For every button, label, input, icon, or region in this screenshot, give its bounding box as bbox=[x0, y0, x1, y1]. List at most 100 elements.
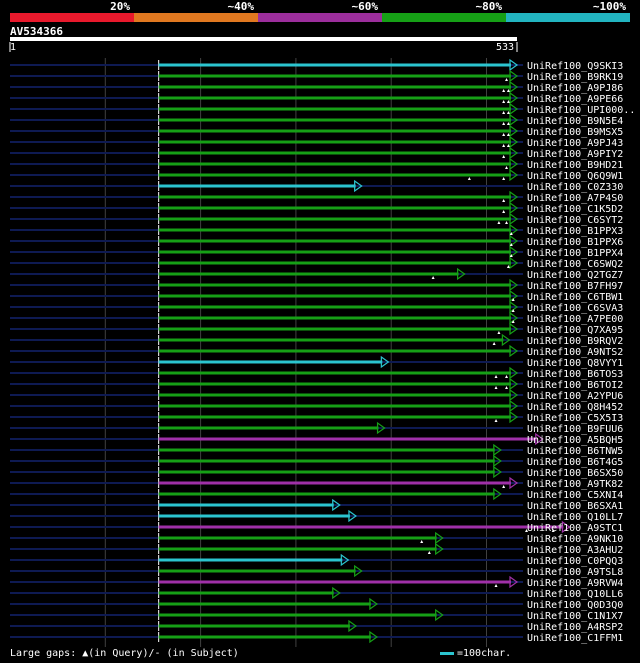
hit-row[interactable]: UniRef100_B9MSX5 bbox=[10, 124, 623, 138]
hit-row[interactable]: UniRef100_Q6Q9W1 bbox=[10, 168, 623, 182]
hit-row[interactable]: UniRef100_A9NTS2 bbox=[10, 344, 623, 358]
hit-row[interactable]: UniRef100_C6SYT2 bbox=[10, 212, 623, 226]
hit-row[interactable]: UniRef100_A9PJ86 bbox=[10, 80, 623, 94]
hit-label[interactable]: UniRef100_C6SWQ2 bbox=[527, 259, 623, 270]
hit-label[interactable]: UniRef100_B9RK19 bbox=[527, 72, 623, 83]
hit-label[interactable]: UniRef100_C0Z330 bbox=[527, 182, 623, 193]
hit-row[interactable]: UniRef100_C6TBW1 bbox=[10, 289, 623, 303]
hit-label[interactable]: UniRef100_C1K5D2 bbox=[527, 204, 623, 215]
hit-row[interactable]: UniRef100_B1PPX6 bbox=[10, 234, 623, 248]
hit-row[interactable]: UniRef100_A3AHU2 bbox=[10, 542, 623, 556]
hit-label[interactable]: UniRef100_A4RSP2 bbox=[527, 622, 623, 633]
hit-row[interactable]: UniRef100_A9TK82 bbox=[10, 476, 623, 490]
hit-row[interactable]: UniRef100_Q0D3Q0 bbox=[10, 597, 623, 611]
hit-row[interactable]: UniRef100_B9HD21 bbox=[10, 157, 623, 171]
hit-row[interactable]: UniRef100_UPI000.. bbox=[10, 102, 635, 116]
hit-label[interactable]: UniRef100_B6SXA1 bbox=[527, 501, 623, 512]
hit-row[interactable]: UniRef100_B1PPX3 bbox=[10, 223, 623, 237]
hit-label[interactable]: UniRef100_A9TSL8 bbox=[527, 567, 623, 578]
hit-row[interactable]: UniRef100_Q8VYY1 bbox=[10, 355, 623, 369]
hit-row[interactable]: UniRef100_A9PJ43 bbox=[10, 135, 623, 149]
hit-label[interactable]: UniRef100_UPI000.. bbox=[527, 105, 635, 116]
hit-label[interactable]: UniRef100_Q9SKI3 bbox=[527, 61, 623, 72]
hit-row[interactable]: UniRef100_B9FUU6 bbox=[10, 421, 623, 435]
hit-label[interactable]: UniRef100_A7PE00 bbox=[527, 314, 623, 325]
hit-label[interactable]: UniRef100_C0PQQ3 bbox=[527, 556, 623, 567]
hit-row[interactable]: UniRef100_A9NK10 bbox=[10, 531, 623, 545]
hit-row[interactable]: UniRef100_C0PQQ3 bbox=[10, 553, 623, 567]
hit-label[interactable]: UniRef100_B6TOI2 bbox=[527, 380, 623, 391]
hit-label[interactable]: UniRef100_A7P4S0 bbox=[527, 193, 623, 204]
hit-row[interactable]: UniRef100_A7PE00 bbox=[10, 311, 623, 325]
hit-row[interactable]: UniRef100_A7P4S0 bbox=[10, 190, 623, 204]
hit-row[interactable]: UniRef100_B6TOI2 bbox=[10, 377, 623, 391]
hit-label[interactable]: UniRef100_C6SYT2 bbox=[527, 215, 623, 226]
hit-row[interactable]: UniRef100_B6TNW5 bbox=[10, 443, 623, 457]
hit-label[interactable]: UniRef100_C5X5I3 bbox=[527, 413, 623, 424]
hit-row[interactable]: UniRef100_A2YPU6 bbox=[10, 388, 623, 402]
hit-label[interactable]: UniRef100_A9PIY2 bbox=[527, 149, 623, 160]
hit-row[interactable]: UniRef100_B9RQV2 bbox=[10, 333, 623, 347]
hit-row[interactable]: UniRef100_B1PPX4 bbox=[10, 245, 623, 259]
hit-row[interactable]: UniRef100_B6TOS3 bbox=[10, 366, 623, 380]
hit-row[interactable]: UniRef100_Q2TGZ7 bbox=[10, 267, 623, 281]
hit-label[interactable]: UniRef100_Q6Q9W1 bbox=[527, 171, 623, 182]
hit-row[interactable]: UniRef100_A9RVW4 bbox=[10, 575, 623, 589]
hit-label[interactable]: UniRef100_B9RQV2 bbox=[527, 336, 623, 347]
hit-row[interactable]: UniRef100_A9PIY2 bbox=[10, 146, 623, 160]
hit-row[interactable]: UniRef100_Q10LL7 bbox=[10, 509, 623, 523]
hit-row[interactable]: UniRef100_A9TSL8 bbox=[10, 564, 623, 578]
hit-label[interactable]: UniRef100_Q8VYY1 bbox=[527, 358, 623, 369]
hit-row[interactable]: UniRef100_B6SX50 bbox=[10, 465, 623, 479]
hit-label[interactable]: UniRef100_Q10LL6 bbox=[527, 589, 623, 600]
hit-label[interactable]: UniRef100_C1N1X7 bbox=[527, 611, 623, 622]
hit-label[interactable]: UniRef100_A3AHU2 bbox=[527, 545, 623, 556]
hit-label[interactable]: UniRef100_A9PE66 bbox=[527, 94, 623, 105]
hit-label[interactable]: UniRef100_B9HD21 bbox=[527, 160, 623, 171]
hit-row[interactable]: UniRef100_A9PE66 bbox=[10, 91, 623, 105]
hit-label[interactable]: UniRef100_Q10LL7 bbox=[527, 512, 623, 523]
hit-label[interactable]: UniRef100_C5XNI4 bbox=[527, 490, 623, 501]
hit-row[interactable]: UniRef100_A9STC1 bbox=[10, 520, 623, 534]
hit-row[interactable]: UniRef100_C6SWQ2 bbox=[10, 256, 623, 270]
hit-label[interactable]: UniRef100_Q2TGZ7 bbox=[527, 270, 623, 281]
hit-row[interactable]: UniRef100_Q7XA95 bbox=[10, 322, 623, 336]
hit-row[interactable]: UniRef100_Q8H452 bbox=[10, 399, 623, 413]
hit-label[interactable]: UniRef100_B9MSX5 bbox=[527, 127, 623, 138]
hit-label[interactable]: UniRef100_C6TBW1 bbox=[527, 292, 623, 303]
hit-label[interactable]: UniRef100_A9PJ86 bbox=[527, 83, 623, 94]
hit-row[interactable]: UniRef100_B9RK19 bbox=[10, 69, 623, 83]
hit-label[interactable]: UniRef100_C1FFM1 bbox=[527, 633, 623, 644]
hit-row[interactable]: UniRef100_B7FH97 bbox=[10, 278, 623, 292]
hit-label[interactable]: UniRef100_A9STC1 bbox=[527, 523, 623, 534]
hit-row[interactable]: UniRef100_A5BQH5 bbox=[10, 432, 623, 446]
hit-label[interactable]: UniRef100_Q7XA95 bbox=[527, 325, 623, 336]
hit-label[interactable]: UniRef100_Q0D3Q0 bbox=[527, 600, 623, 611]
hit-label[interactable]: UniRef100_A9NK10 bbox=[527, 534, 623, 545]
hit-row[interactable]: UniRef100_Q10LL6 bbox=[10, 586, 623, 600]
hit-label[interactable]: UniRef100_A2YPU6 bbox=[527, 391, 623, 402]
hit-label[interactable]: UniRef100_B6TNW5 bbox=[527, 446, 623, 457]
hit-row[interactable]: UniRef100_B6SXA1 bbox=[10, 498, 623, 512]
hit-row[interactable]: UniRef100_C5XNI4 bbox=[10, 487, 623, 501]
hit-label[interactable]: UniRef100_C6SVA3 bbox=[527, 303, 623, 314]
hit-label[interactable]: UniRef100_A9TK82 bbox=[527, 479, 623, 490]
hit-label[interactable]: UniRef100_B7FH97 bbox=[527, 281, 623, 292]
hit-label[interactable]: UniRef100_B9FUU6 bbox=[527, 424, 623, 435]
hit-label[interactable]: UniRef100_B9N5E4 bbox=[527, 116, 623, 127]
hit-row[interactable]: UniRef100_C1N1X7 bbox=[10, 608, 623, 622]
hit-label[interactable]: UniRef100_B6T4G5 bbox=[527, 457, 623, 468]
hit-label[interactable]: UniRef100_B1PPX6 bbox=[527, 237, 623, 248]
hit-label[interactable]: UniRef100_A9NTS2 bbox=[527, 347, 623, 358]
hit-label[interactable]: UniRef100_B6SX50 bbox=[527, 468, 623, 479]
hit-label[interactable]: UniRef100_A9RVW4 bbox=[527, 578, 623, 589]
hit-row[interactable]: UniRef100_C0Z330 bbox=[10, 179, 623, 193]
hit-row[interactable]: UniRef100_C1FFM1 bbox=[10, 630, 623, 644]
hit-row[interactable]: UniRef100_B6T4G5 bbox=[10, 454, 623, 468]
hit-row[interactable]: UniRef100_B9N5E4 bbox=[10, 113, 623, 127]
hit-label[interactable]: UniRef100_B1PPX4 bbox=[527, 248, 623, 259]
hit-row[interactable]: UniRef100_C6SVA3 bbox=[10, 300, 623, 314]
hit-label[interactable]: UniRef100_B6TOS3 bbox=[527, 369, 623, 380]
hit-label[interactable]: UniRef100_B1PPX3 bbox=[527, 226, 623, 237]
hit-row[interactable]: UniRef100_C5X5I3 bbox=[10, 410, 623, 424]
